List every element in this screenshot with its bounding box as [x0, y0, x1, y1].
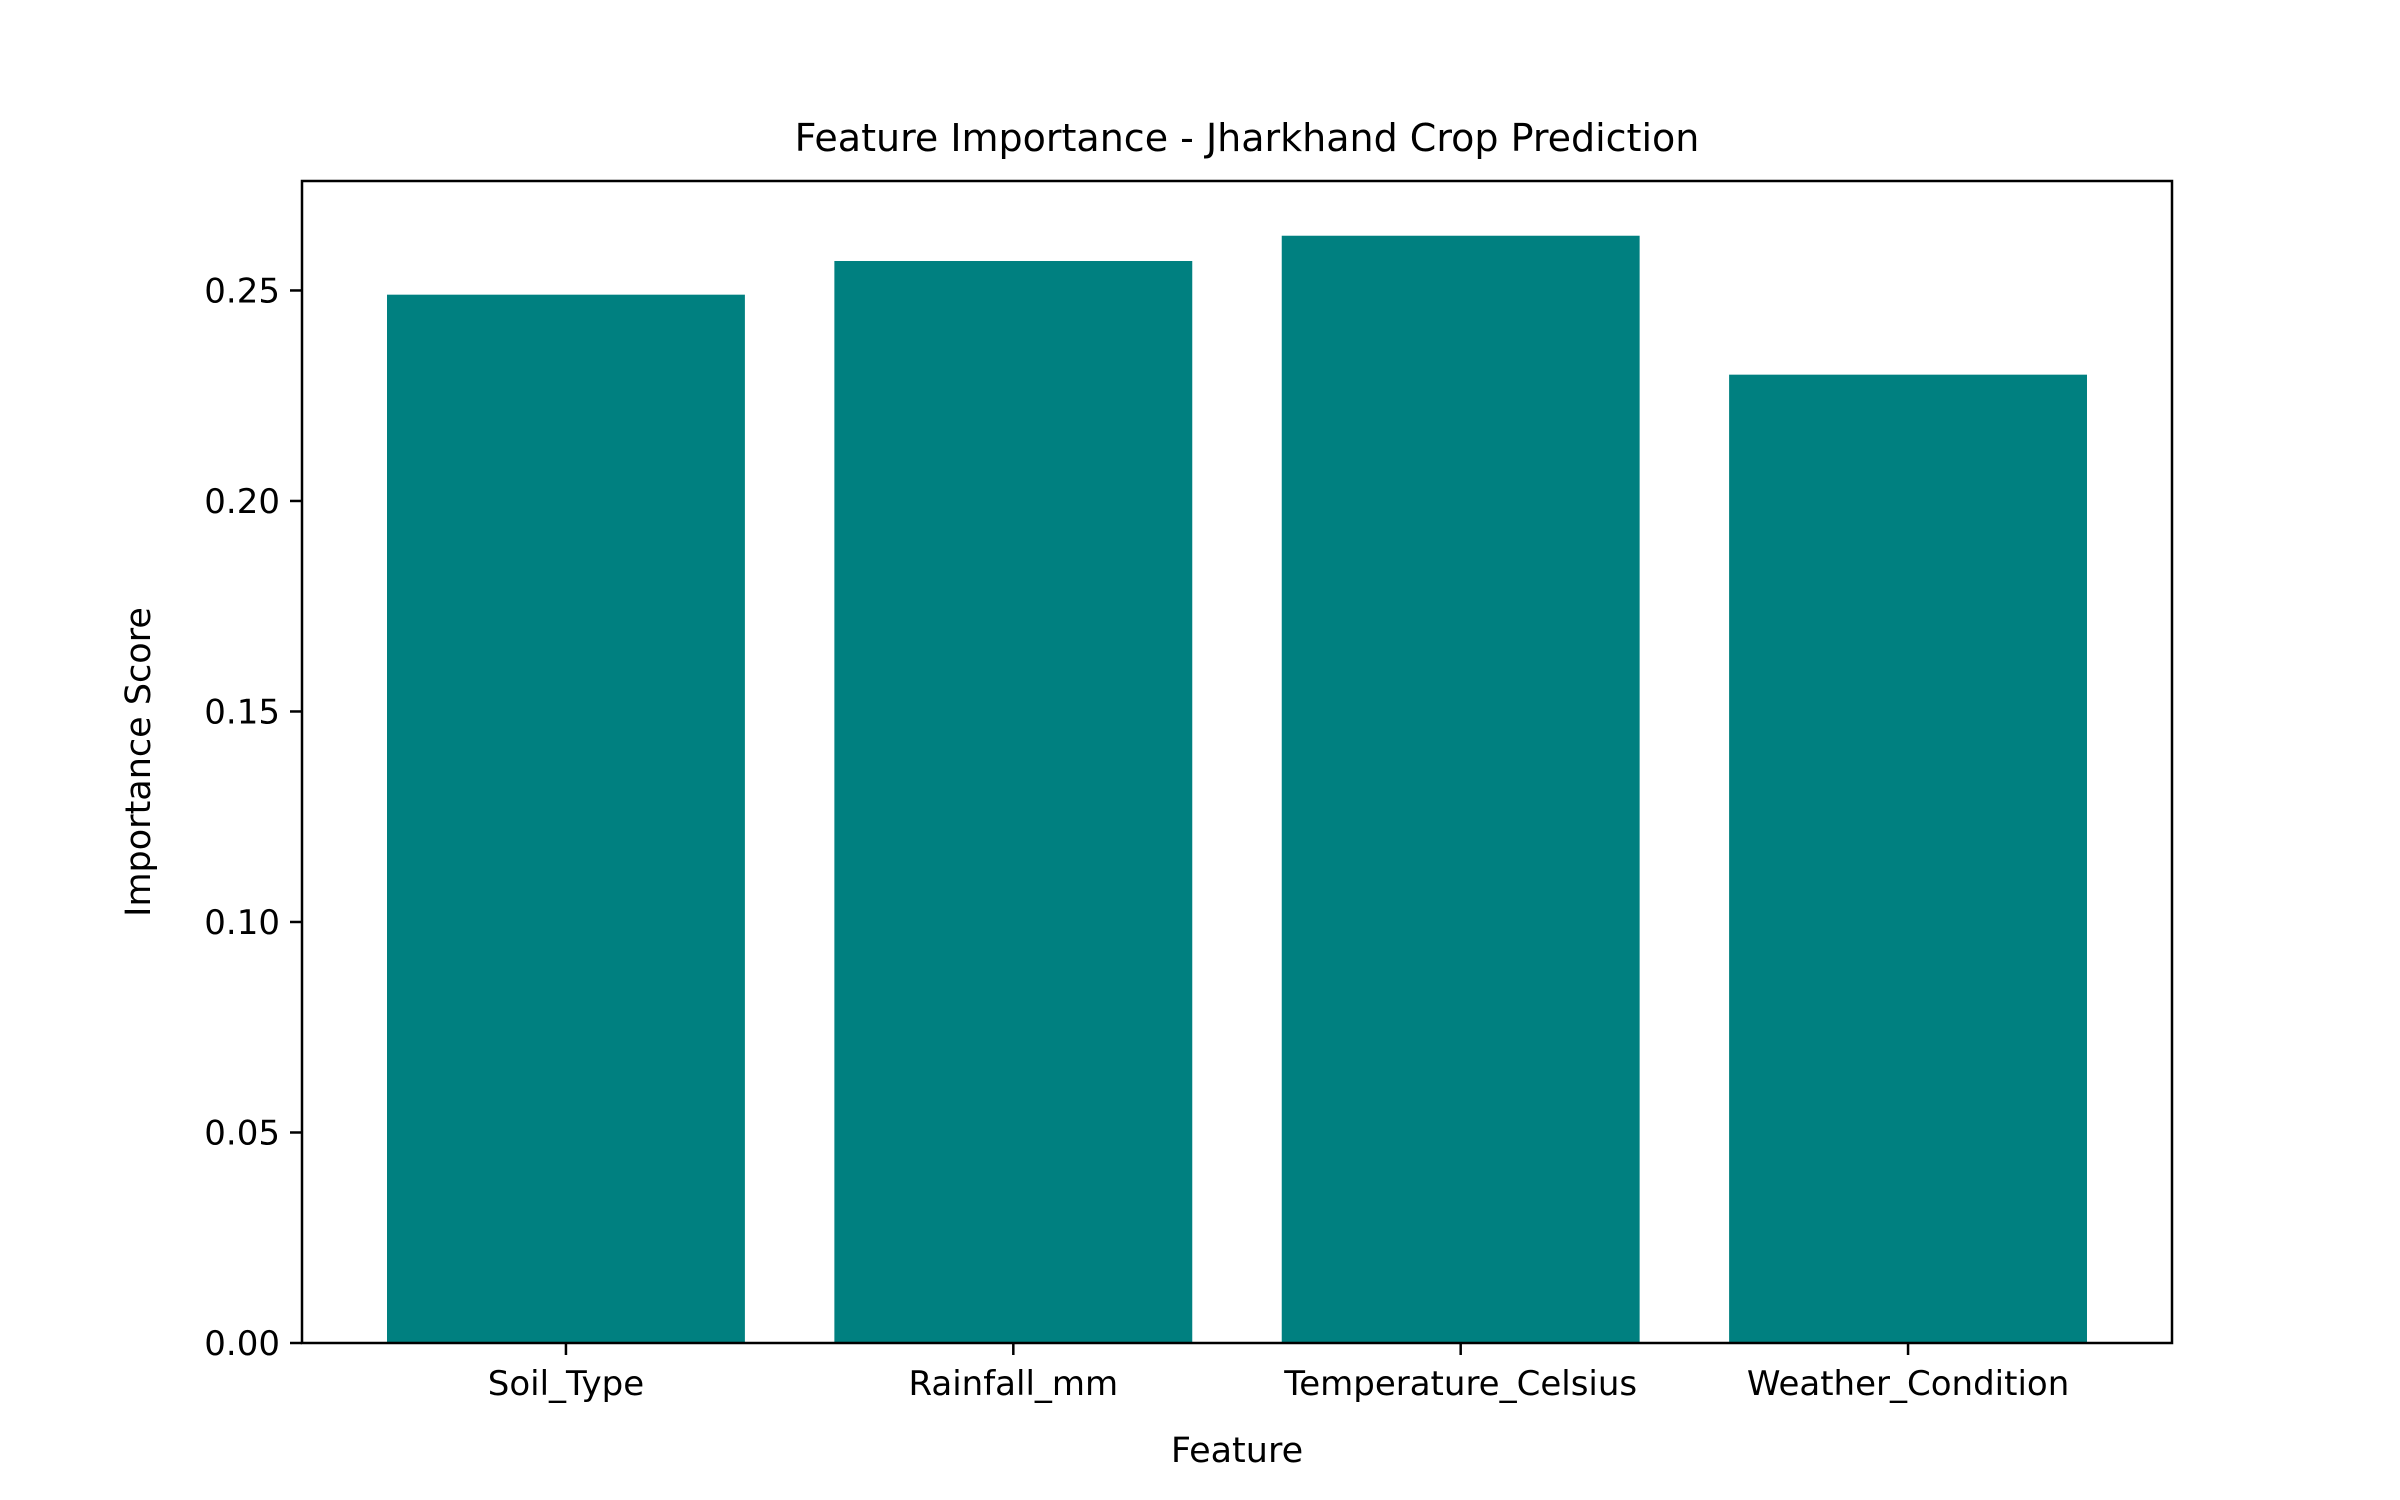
bar-rainfall-mm — [834, 260, 1193, 1343]
bars-layer — [387, 235, 2087, 1344]
y-tick-label: 0.20 — [204, 482, 280, 522]
plot-frame — [300, 179, 2174, 1345]
y-tick-label: 0.00 — [204, 1324, 280, 1364]
x-axis: Soil_Type Rainfall_mm Temperature_Celsius W… — [488, 1343, 2069, 1404]
x-tick-label: Weather_Condition — [1747, 1364, 2069, 1404]
x-tick-label: Temperature_Celsius — [1283, 1364, 1637, 1404]
y-tick-label: 0.10 — [204, 903, 280, 943]
chart-title: Feature Importance - Jharkhand Crop Pred… — [795, 116, 1700, 160]
x-tick-label: Soil_Type — [488, 1364, 644, 1404]
bar-weather-condition — [1729, 374, 2087, 1344]
bar-soil-type — [387, 294, 745, 1343]
x-axis-label: Feature — [1171, 1431, 1303, 1471]
y-tick-label: 0.15 — [204, 692, 280, 732]
y-tick-label: 0.25 — [204, 271, 280, 311]
y-axis: 0.00 0.05 0.10 0.15 0.20 0.25 — [204, 271, 302, 1364]
y-tick-label: 0.05 — [204, 1113, 280, 1153]
bar-temperature-celsius — [1281, 235, 1640, 1343]
y-axis-label: Importance Score — [119, 607, 159, 917]
x-tick-label: Rainfall_mm — [908, 1364, 1118, 1404]
